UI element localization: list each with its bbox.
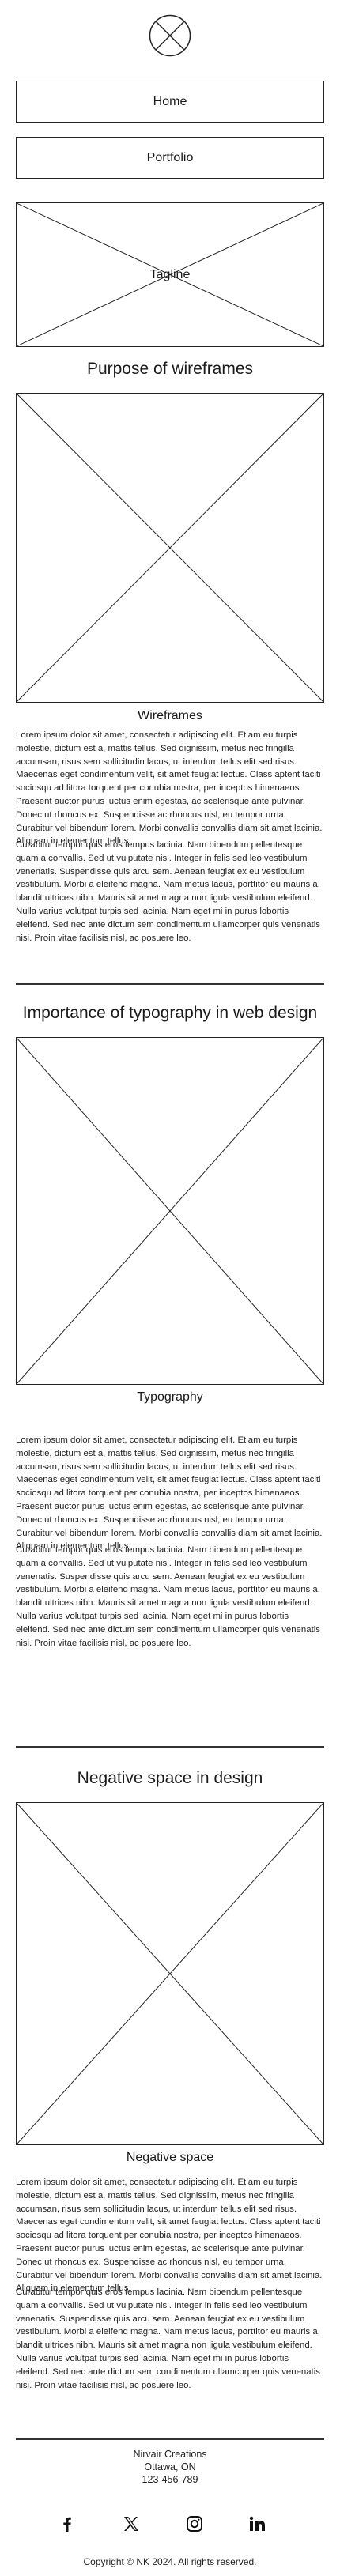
image-placeholder-icon	[17, 1803, 323, 2144]
image-caption: Typography	[137, 1390, 203, 1404]
image-placeholder-icon	[17, 1038, 323, 1384]
facebook-link[interactable]	[56, 2513, 78, 2535]
paragraph: Curabitur tempor quis eros tempus lacini…	[16, 840, 320, 943]
image-caption: Wireframes	[138, 709, 202, 722]
copyright: Copyright © NK 2024. All rights reserved…	[83, 2556, 257, 2567]
logo[interactable]	[0, 14, 340, 57]
section-title: Purpose of wireframes	[86, 360, 254, 378]
paragraph: Lorem ipsum dolor sit amet, consectetur …	[16, 730, 323, 847]
divider	[16, 1746, 324, 1748]
paragraph: Curabitur tempor quis eros tempus lacini…	[16, 1545, 320, 1648]
linkedin-icon	[249, 2516, 265, 2531]
x-link[interactable]	[120, 2513, 142, 2535]
placeholder-circle-x-icon	[149, 14, 191, 57]
tagline: Tagline	[149, 267, 191, 281]
image-placeholder-icon	[17, 394, 323, 702]
section-image	[16, 393, 324, 703]
paragraph: Lorem ipsum dolor sit amet, consectetur …	[16, 1435, 323, 1552]
instagram-icon	[187, 2516, 202, 2532]
footer-phone: 123-456-789	[142, 2474, 198, 2485]
divider	[16, 983, 324, 985]
footer-company: Nirvair Creations	[133, 2449, 207, 2460]
x-icon	[124, 2517, 138, 2531]
linkedin-link[interactable]	[246, 2513, 268, 2535]
nav-home-button[interactable]: Home	[16, 81, 324, 123]
paragraph: Lorem ipsum dolor sit amet, consectetur …	[16, 2178, 323, 2294]
image-caption: Negative space	[126, 2151, 214, 2164]
section-image	[16, 1037, 324, 1385]
section-title: Negative space in design	[77, 1769, 263, 1787]
section-image	[16, 1802, 324, 2145]
section-title: Importance of typography in web design	[22, 1004, 318, 1022]
instagram-link[interactable]	[183, 2513, 206, 2535]
footer-divider	[16, 2438, 324, 2440]
image-placeholder-icon	[17, 203, 323, 346]
paragraph: Curabitur tempor quis eros tempus lacini…	[16, 2287, 320, 2390]
footer-location: Ottawa, ON	[144, 2461, 196, 2472]
nav-portfolio-button[interactable]: Portfolio	[16, 137, 324, 179]
facebook-icon	[63, 2517, 71, 2532]
tagline-banner: Tagline	[16, 202, 324, 347]
